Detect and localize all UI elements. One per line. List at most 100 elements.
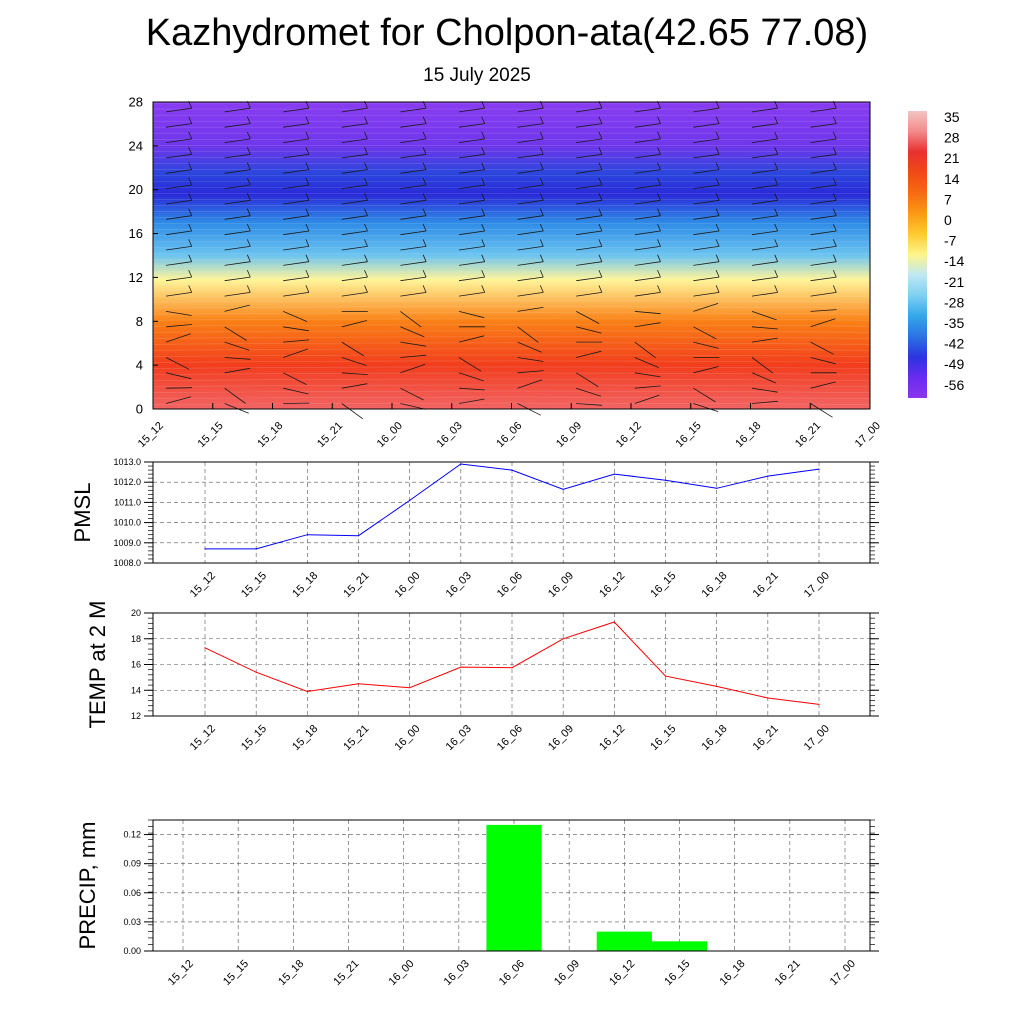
wind-barb-flag bbox=[188, 116, 193, 124]
wind-barb bbox=[693, 246, 720, 251]
wind-barb-flag bbox=[481, 147, 486, 155]
wind-barb bbox=[751, 230, 778, 236]
contour-line bbox=[152, 318, 871, 321]
wind-barb bbox=[400, 354, 427, 358]
x-tick-label: 15_21 bbox=[341, 570, 371, 600]
wind-barb bbox=[810, 107, 837, 113]
wind-barb-flag bbox=[246, 254, 251, 262]
wind-barb-flag bbox=[715, 239, 720, 247]
contour-line bbox=[152, 330, 871, 333]
y-tick-label: 4 bbox=[136, 358, 143, 373]
x-tick-label: 15_12 bbox=[188, 723, 218, 753]
wind-barb bbox=[693, 184, 720, 189]
wind-barb bbox=[693, 261, 720, 266]
wind-barb-flag bbox=[539, 223, 544, 232]
wind-barb bbox=[576, 292, 602, 297]
contour-line bbox=[152, 300, 871, 303]
wind-barb bbox=[283, 276, 309, 282]
wind-barb-flag bbox=[305, 147, 310, 155]
temp2m-point bbox=[409, 687, 411, 689]
wind-barb bbox=[517, 261, 544, 266]
precip-ylabel: PRECIP, mm bbox=[75, 822, 100, 950]
wind-barb-flag bbox=[364, 285, 368, 293]
wind-barb bbox=[341, 169, 368, 174]
colorbar-bar bbox=[908, 111, 927, 398]
y-tick-label: 18 bbox=[131, 634, 141, 644]
x-tick-label: 16_12 bbox=[597, 723, 627, 753]
wind-barb-flag bbox=[657, 208, 661, 216]
wind-barb-flag bbox=[832, 162, 837, 170]
wind-barb-flag bbox=[305, 193, 310, 201]
wind-barb-flag bbox=[364, 131, 368, 140]
wind-barb bbox=[634, 153, 661, 159]
pmsl-panel: 1008.0 1009.0 1010.0 1011.0 1012.0 1013.0 15_1… bbox=[70, 457, 879, 600]
colorbar-label: -14 bbox=[944, 253, 964, 269]
colorbar-label: 21 bbox=[944, 150, 960, 166]
wind-barb bbox=[693, 230, 720, 236]
wind-barb-flag bbox=[305, 239, 310, 247]
temp2m-panel: 12 14 16 18 20 15_12 15_15 15_18 15_21 16_00 16_03… bbox=[85, 601, 879, 753]
wind-barb-flag bbox=[657, 147, 661, 155]
wind-barb bbox=[165, 153, 192, 159]
wind-barb bbox=[751, 261, 778, 266]
wind-barb bbox=[283, 153, 309, 159]
wind-barb bbox=[751, 246, 778, 251]
wind-barb-flag bbox=[305, 208, 310, 216]
pmsl-ylabel: PMSL bbox=[70, 483, 95, 543]
wind-barb bbox=[693, 123, 720, 128]
wind-barb-flag bbox=[422, 131, 427, 140]
wind-barb bbox=[576, 246, 602, 251]
wind-barb bbox=[341, 292, 368, 297]
wind-barb bbox=[283, 138, 309, 143]
wind-barb bbox=[165, 396, 192, 404]
wind-barb-flag bbox=[481, 116, 486, 124]
wind-barb bbox=[165, 215, 192, 220]
wind-barb-flag bbox=[774, 223, 779, 232]
wind-barb-flag bbox=[832, 177, 837, 186]
y-tick-label: 24 bbox=[129, 138, 143, 153]
contour-line bbox=[152, 372, 871, 375]
wind-barb-flag bbox=[657, 269, 661, 278]
wind-barb-flag bbox=[539, 116, 544, 124]
wind-barb bbox=[634, 169, 661, 174]
wind-barb bbox=[634, 276, 661, 282]
wind-barb bbox=[693, 107, 720, 113]
wind-barb bbox=[693, 276, 720, 282]
wind-barb-flag bbox=[715, 223, 720, 232]
x-tick-label: 16_03 bbox=[442, 958, 472, 988]
wind-barb bbox=[576, 230, 602, 236]
wind-barb bbox=[576, 153, 602, 159]
wind-barb bbox=[517, 379, 543, 389]
wind-barb bbox=[283, 230, 309, 236]
wind-barb bbox=[224, 292, 251, 297]
wind-barb-flag bbox=[305, 269, 310, 278]
x-tick-label: 16_21 bbox=[793, 420, 823, 450]
wind-barb bbox=[576, 215, 602, 220]
pmsl-frame bbox=[152, 461, 871, 564]
wind-barb-flag bbox=[774, 208, 779, 216]
pmsl-point bbox=[460, 463, 462, 465]
wind-barb bbox=[224, 153, 251, 159]
wind-barb bbox=[576, 403, 603, 406]
wind-barb bbox=[810, 123, 837, 128]
wind-barb-flag bbox=[246, 285, 251, 293]
x-tick-label: 16_15 bbox=[662, 958, 692, 988]
wind-barb-flag bbox=[305, 285, 310, 293]
wind-barb bbox=[283, 261, 309, 266]
wind-barb bbox=[458, 199, 485, 205]
wind-barb bbox=[810, 230, 837, 236]
wind-barb bbox=[458, 276, 485, 282]
wind-barb-flag bbox=[188, 239, 193, 247]
y-tick-label: 20 bbox=[131, 608, 141, 618]
x-tick-label: 17_00 bbox=[853, 420, 883, 450]
wind-barb bbox=[400, 184, 427, 189]
wind-barb-flag bbox=[246, 116, 251, 124]
wind-barb-flag bbox=[305, 177, 310, 186]
wind-barb-flag bbox=[539, 193, 544, 201]
page-title: Kazhydromet for Cholpon-ata(42.65 77.08) bbox=[145, 12, 869, 54]
wind-barb-flag bbox=[246, 162, 251, 170]
wind-barb bbox=[224, 326, 247, 341]
x-tick-label: 16_00 bbox=[392, 723, 422, 753]
wind-barb bbox=[458, 372, 484, 382]
